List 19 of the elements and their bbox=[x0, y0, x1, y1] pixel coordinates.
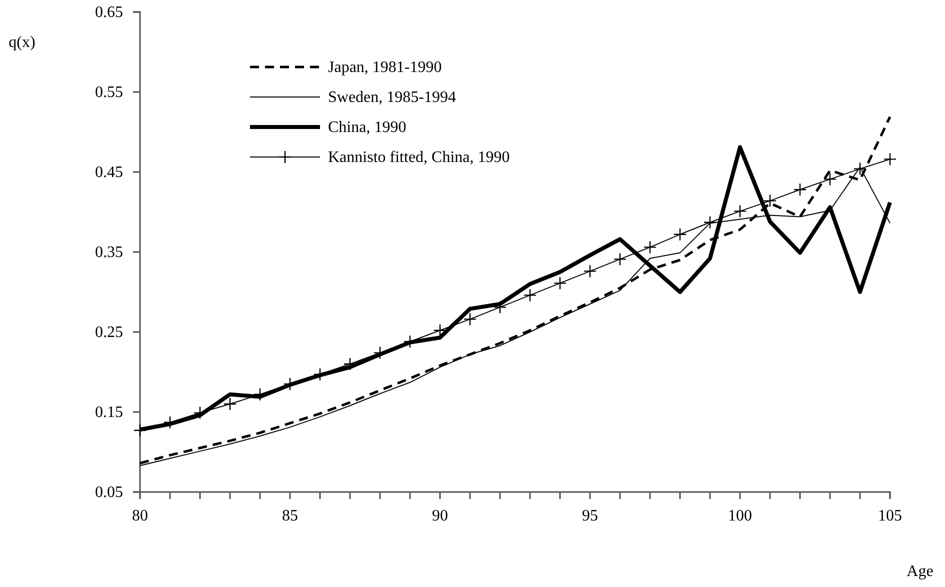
legend-label: Kannisto fitted, China, 1990 bbox=[328, 149, 510, 166]
x-tick-label: 90 bbox=[432, 507, 448, 524]
x-tick-label: 95 bbox=[582, 507, 598, 524]
x-tick-label: 100 bbox=[728, 507, 752, 524]
x-axis-title: Age bbox=[906, 563, 934, 580]
x-tick-label: 105 bbox=[878, 507, 902, 524]
legend-label: Sweden, 1985-1994 bbox=[328, 89, 456, 106]
y-tick-label: 0.55 bbox=[95, 84, 123, 102]
y-tick-label: 0.35 bbox=[95, 244, 123, 262]
y-tick-label: 0.25 bbox=[95, 324, 123, 342]
x-tick-label: 85 bbox=[282, 507, 298, 524]
legend-label: China, 1990 bbox=[328, 119, 406, 136]
y-axis-title: q(x) bbox=[8, 34, 36, 51]
y-tick-label: 0.15 bbox=[95, 404, 123, 422]
y-tick-label: 0.65 bbox=[95, 4, 123, 22]
y-tick-label: 0.05 bbox=[95, 484, 123, 502]
legend-label: Japan, 1981-1990 bbox=[328, 59, 442, 76]
y-tick-label: 0.45 bbox=[95, 164, 123, 182]
x-tick-label: 80 bbox=[132, 507, 148, 524]
